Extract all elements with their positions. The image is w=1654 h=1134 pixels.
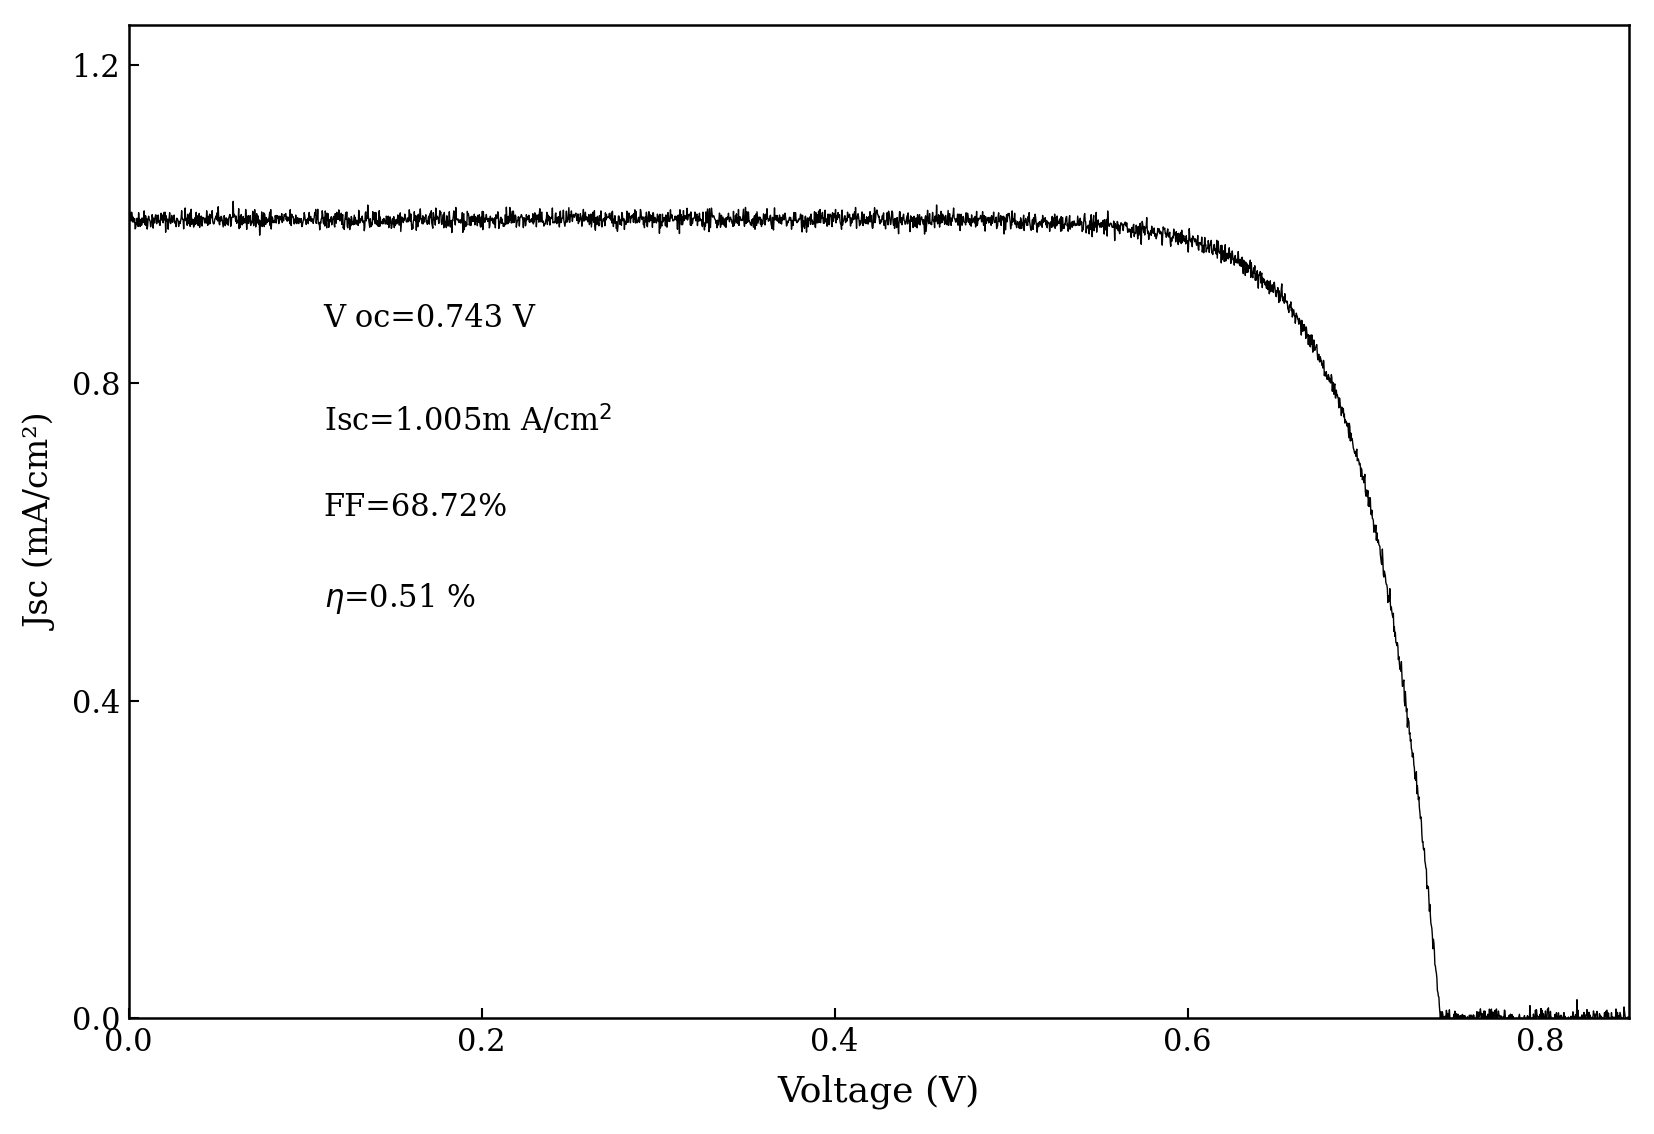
X-axis label: Voltage (V): Voltage (V) — [777, 1074, 981, 1109]
Text: V oc=0.743 V: V oc=0.743 V — [324, 303, 536, 335]
Text: Isc=1.005m A/cm$^2$: Isc=1.005m A/cm$^2$ — [324, 403, 612, 438]
Text: FF=68.72%: FF=68.72% — [324, 492, 508, 523]
Text: $\eta$=0.51 %: $\eta$=0.51 % — [324, 582, 475, 616]
Y-axis label: Jsc (mA/cm²): Jsc (mA/cm²) — [25, 414, 58, 631]
